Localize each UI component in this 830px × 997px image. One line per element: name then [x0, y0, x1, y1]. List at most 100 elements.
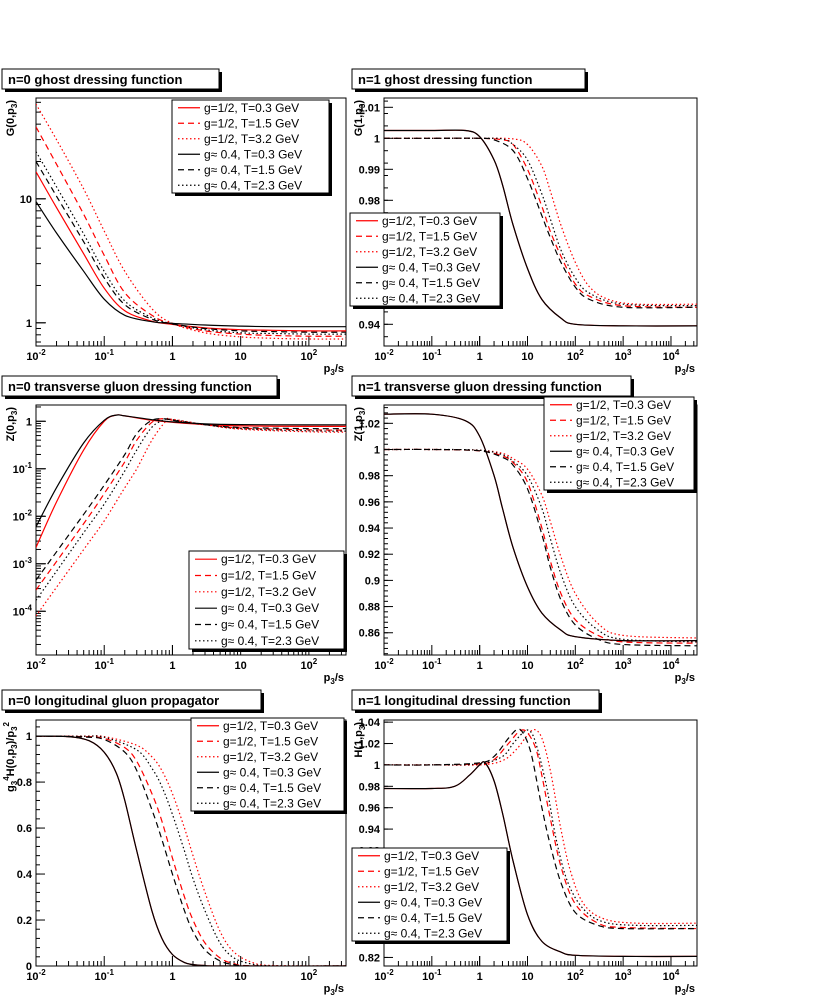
y-tick-label: 0.96: [359, 497, 380, 509]
x-tick-label: 102: [567, 968, 584, 983]
legend-entry: g≈ 0.4, T=1.5 GeV: [221, 618, 319, 632]
y-tick-label: 1: [374, 445, 380, 457]
x-tick-label: 10-1: [422, 348, 442, 363]
y-tick-label: 1.02: [359, 418, 380, 430]
y-axis-label: Z(0,p3): [5, 407, 19, 442]
y-tick-label: 0.98: [359, 471, 380, 483]
y-tick-label: 1.02: [359, 739, 380, 751]
legend-entry: g≈ 0.4, T=1.5 GeV: [384, 911, 482, 925]
y-tick-label: 0.9: [365, 575, 380, 587]
y-tick-label: 10-3: [13, 556, 33, 571]
legend-box: [190, 717, 345, 812]
series-group: [36, 414, 346, 617]
series-line-6: [36, 418, 346, 601]
legend-box: [543, 396, 695, 491]
legend-entry: g≈ 0.4, T=0.3 GeV: [221, 601, 319, 615]
series-line-3: [36, 103, 346, 340]
x-tick-label: 102: [567, 657, 584, 672]
series-line-3: [384, 448, 697, 639]
legend-entry: g=1/2, T=3.2 GeV: [384, 880, 479, 894]
legend-entry: g≈ 0.4, T=0.3 GeV: [223, 765, 321, 779]
y-tick-label: 0.88: [359, 602, 380, 614]
legend-entry: g≈ 0.4, T=2.3 GeV: [382, 291, 480, 305]
legend-entry: g≈ 0.4, T=1.5 GeV: [382, 276, 480, 290]
series-line-4: [384, 413, 697, 642]
y-tick-label: 0.98: [359, 195, 380, 207]
x-tick-label: 102: [567, 348, 584, 363]
series-line-5: [384, 137, 697, 309]
x-tick-label: 104: [663, 657, 680, 672]
legend-box: [351, 847, 508, 942]
chart-title: n=1 transverse gluon dressing function: [358, 379, 602, 394]
series-line-6: [384, 137, 697, 307]
y-tick-label: 0.86: [359, 628, 380, 640]
y-tick-label: 1: [374, 133, 380, 145]
x-tick-label: 1: [477, 660, 483, 672]
series-group: [384, 413, 697, 647]
legend-entry: g≈ 0.4, T=0.3 GeV: [384, 895, 482, 909]
legend-entry: g≈ 0.4, T=0.3 GeV: [204, 147, 302, 161]
x-tick-label: 10-2: [26, 657, 46, 672]
x-tick-label: 1: [477, 971, 483, 983]
series-line-4: [36, 414, 346, 528]
plot-frame: [35, 404, 347, 656]
x-tick-label: 10-1: [422, 968, 442, 983]
y-tick-label: 10: [20, 194, 32, 206]
chart-panel-1: n=0 ghost dressing function 10-2 10-1 1 10 10…: [1, 68, 347, 377]
legend-entry: g≈ 0.4, T=0.3 GeV: [576, 444, 674, 458]
legend-entry: g≈ 0.4, T=2.3 GeV: [221, 634, 319, 648]
x-tick-label: 10-2: [374, 968, 394, 983]
y-tick-label: 0.96: [359, 803, 380, 815]
x-tick-label: 102: [301, 348, 318, 363]
series-line-2: [36, 417, 346, 591]
series-line-4: [384, 761, 697, 958]
series-group: [384, 728, 697, 958]
x-tick-label: 104: [663, 348, 680, 363]
x-axis-label: p3/s: [675, 672, 695, 686]
series-line-6: [384, 729, 697, 927]
x-axis-label: p3/s: [675, 363, 695, 377]
title-box: [351, 68, 586, 90]
series-line-5: [36, 161, 346, 333]
x-tick-label: 1: [477, 351, 483, 363]
y-axis-label: H(1,p3): [353, 722, 367, 758]
legend-entry: g=1/2, T=1.5 GeV: [576, 413, 671, 427]
series-line-3: [384, 137, 697, 306]
y-tick-label: 10-1: [13, 461, 33, 476]
legend-box: [188, 550, 345, 650]
series-line-4: [36, 735, 346, 966]
x-tick-label: 10-2: [374, 348, 394, 363]
y-axis-label: Z(1,p3): [353, 407, 367, 442]
series-line-6: [36, 735, 346, 966]
x-tick-label: 10: [521, 351, 533, 363]
series-group: [36, 103, 346, 340]
title-box: [1, 68, 220, 90]
legend-entry: g≈ 0.4, T=1.5 GeV: [223, 781, 321, 795]
legend-entry: g≈ 0.4, T=2.3 GeV: [384, 926, 482, 940]
y-axis-label: G(0,p3): [5, 100, 19, 137]
x-tick-label: 10-1: [95, 348, 115, 363]
legend-entry: g=1/2, T=0.3 GeV: [384, 849, 479, 863]
y-tick-label: 0.2: [17, 915, 32, 927]
x-tick-label: 10-1: [95, 657, 115, 672]
legend-entry: g=1/2, T=0.3 GeV: [382, 214, 477, 228]
legend-entry: g=1/2, T=0.3 GeV: [576, 398, 671, 412]
chart-panel-3: n=0 transverse gluon dressing function 10…: [1, 375, 347, 686]
x-tick-label: 103: [615, 968, 632, 983]
legend-entry: g=1/2, T=1.5 GeV: [384, 864, 479, 878]
x-tick-label: 10: [521, 971, 533, 983]
legend-entry: g≈ 0.4, T=1.5 GeV: [204, 163, 302, 177]
series-line-1: [36, 414, 346, 548]
y-tick-label: 1: [374, 760, 380, 772]
x-tick-label: 1: [169, 660, 175, 672]
series-line-4: [36, 201, 346, 328]
series-group: [384, 129, 697, 327]
legend-entry: g=1/2, T=3.2 GeV: [221, 585, 316, 599]
y-tick-label: 0: [26, 961, 32, 973]
series-line-3: [384, 728, 697, 925]
title-box: [351, 375, 632, 397]
series-line-6: [384, 448, 697, 643]
legend-box: [171, 99, 330, 194]
series-line-2: [36, 126, 346, 337]
x-axis-label: p3/s: [324, 363, 344, 377]
